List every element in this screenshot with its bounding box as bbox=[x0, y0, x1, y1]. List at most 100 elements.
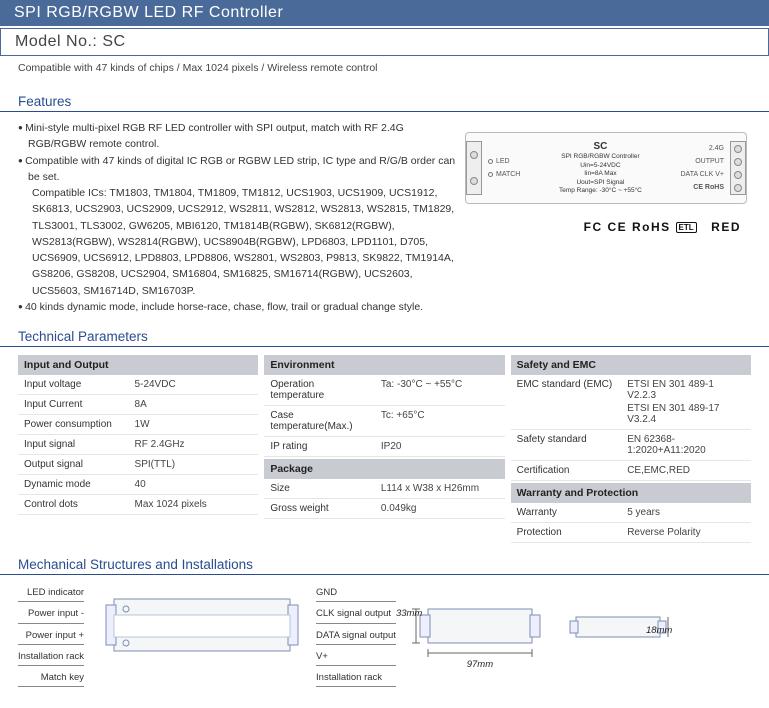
features-wrap: Mini-style multi-pixel RGB RF LED contro… bbox=[0, 112, 769, 319]
row-key: IP rating bbox=[264, 437, 375, 456]
feature-item: Compatible with 47 kinds of digital IC R… bbox=[18, 153, 461, 186]
row-key: Case temperature(Max.) bbox=[264, 406, 375, 436]
safe-header: Safety and EMC bbox=[511, 355, 751, 375]
title-bar: SPI RGB/RGBW LED RF Controller bbox=[0, 0, 769, 26]
row-val: 40 bbox=[129, 475, 259, 494]
features-list: Mini-style multi-pixel RGB RF LED contro… bbox=[18, 120, 461, 315]
row-val: Ta: -30°C ~ +55°C bbox=[375, 375, 505, 405]
table-row: Input Current8A bbox=[18, 395, 258, 415]
device-body: LED MATCH SC SPI RGB/RGBW Controller Uin… bbox=[482, 140, 730, 195]
table-row: Dynamic mode40 bbox=[18, 475, 258, 495]
tech-tables: Input and Output Input voltage5-24VDCInp… bbox=[0, 347, 769, 547]
env-header: Environment bbox=[264, 355, 504, 375]
mech-label: CLK signal output bbox=[316, 606, 396, 623]
cert-badges: FC CE RoHS ETL RED bbox=[461, 216, 751, 234]
mech-label: Match key bbox=[18, 670, 84, 687]
row-key: Warranty bbox=[511, 503, 622, 522]
device-drawing: LED MATCH SC SPI RGB/RGBW Controller Uin… bbox=[465, 132, 747, 204]
row-val: 8A bbox=[129, 395, 259, 414]
device-center: SC SPI RGB/RGBW Controller Uin=5-24VDC I… bbox=[559, 140, 642, 195]
mech-diagrams: LED indicatorPower input -Power input +I… bbox=[0, 575, 769, 695]
cert-ce: CE bbox=[608, 220, 628, 234]
mech-label: GND bbox=[316, 585, 396, 602]
mech-drawing-top: 97mm 33mm bbox=[410, 585, 550, 681]
row-key: Power consumption bbox=[18, 415, 129, 434]
warr-header: Warranty and Protection bbox=[511, 483, 751, 503]
row-val: 5 years bbox=[621, 503, 751, 522]
table-row: SizeL114 x W38 x H26mm bbox=[264, 479, 504, 499]
led-label: LED bbox=[496, 158, 510, 165]
row-key: Protection bbox=[511, 523, 622, 542]
table-row: Case temperature(Max.)Tc: +65°C bbox=[264, 406, 504, 437]
pkg-header: Package bbox=[264, 459, 504, 479]
row-key: EMC standard (EMC) bbox=[511, 375, 622, 429]
row-val: Max 1024 pixels bbox=[129, 495, 259, 514]
device-left-labels: LED MATCH bbox=[488, 158, 520, 178]
device-sub: SPI RGB/RGBW Controller bbox=[559, 153, 642, 161]
row-val: SPI(TTL) bbox=[129, 455, 259, 474]
mech-label: Power input - bbox=[18, 606, 84, 623]
row-key: Safety standard bbox=[511, 430, 622, 460]
table-row: ProtectionReverse Polarity bbox=[511, 523, 751, 543]
row-key: Input voltage bbox=[18, 375, 129, 394]
table-row: Warranty5 years bbox=[511, 503, 751, 523]
screw-icon bbox=[734, 145, 742, 153]
screw-icon bbox=[470, 151, 478, 159]
mech-drawing-main bbox=[102, 585, 302, 673]
pins-label: DATA CLK V+ bbox=[680, 171, 724, 178]
table-row: EMC standard (EMC) ETSI EN 301 489-1 V2.… bbox=[511, 375, 751, 430]
row-val: ETSI EN 301 489-1 V2.2.3 bbox=[627, 379, 745, 401]
tagline: Compatible with 47 kinds of chips / Max … bbox=[0, 56, 769, 84]
device-spec: Uin=5-24VDC bbox=[559, 162, 642, 170]
mech-label: V+ bbox=[316, 649, 396, 666]
row-key: Certification bbox=[511, 461, 622, 480]
table-row: Safety standardEN 62368-1:2020+A11:2020 bbox=[511, 430, 751, 461]
row-val: L114 x W38 x H26mm bbox=[375, 479, 505, 498]
rf-label: 2.4G bbox=[680, 145, 724, 152]
row-val: EN 62368-1:2020+A11:2020 bbox=[621, 430, 751, 460]
table-row: Input signalRF 2.4GHz bbox=[18, 435, 258, 455]
table-row: Power consumption1W bbox=[18, 415, 258, 435]
row-val: 1W bbox=[129, 415, 259, 434]
mech-right-labels: GND CLK signal output DATA signal output V+… bbox=[316, 585, 396, 691]
output-label: OUTPUT bbox=[680, 158, 724, 165]
io-header: Input and Output bbox=[18, 355, 258, 375]
feature-item: Mini-style multi-pixel RGB RF LED contro… bbox=[18, 120, 461, 153]
row-val: Tc: +65°C bbox=[375, 406, 505, 436]
screw-icon bbox=[734, 171, 742, 179]
cert-rohs: RoHS bbox=[632, 220, 671, 234]
row-key: Output signal bbox=[18, 455, 129, 474]
row-key: Input Current bbox=[18, 395, 129, 414]
tech-safe-col: Safety and EMC EMC standard (EMC) ETSI E… bbox=[511, 355, 751, 543]
screw-icon bbox=[734, 184, 742, 192]
mech-label: DATA signal output bbox=[316, 628, 396, 645]
mech-label: LED indicator bbox=[18, 585, 84, 602]
cert-red: RED bbox=[711, 220, 741, 234]
row-val: IP20 bbox=[375, 437, 505, 456]
device-name: SC bbox=[559, 140, 642, 153]
mech-drawing-side: 18mm bbox=[564, 585, 674, 684]
row-val: Reverse Polarity bbox=[621, 523, 751, 542]
screw-icon bbox=[734, 158, 742, 166]
cert-etl: ETL bbox=[676, 222, 697, 233]
tech-heading: Technical Parameters bbox=[0, 325, 769, 347]
features-heading: Features bbox=[0, 90, 769, 112]
row-key: Input signal bbox=[18, 435, 129, 454]
table-row: Control dotsMax 1024 pixels bbox=[18, 495, 258, 515]
table-row: CertificationCE,EMC,RED bbox=[511, 461, 751, 481]
screw-icon bbox=[470, 177, 478, 185]
device-spec: Iin=8A Max bbox=[559, 170, 642, 178]
mech-label: Installation rack bbox=[18, 649, 84, 666]
row-key: Gross weight bbox=[264, 499, 375, 518]
mech-label: Installation rack bbox=[316, 670, 396, 687]
device-right-labels: 2.4G OUTPUT DATA CLK V+ CE RoHS bbox=[680, 145, 724, 191]
row-val: 5-24VDC bbox=[129, 375, 259, 394]
row-val: 0.049kg bbox=[375, 499, 505, 518]
row-key: Control dots bbox=[18, 495, 129, 514]
tech-env-col: Environment Operation temperatureTa: -30… bbox=[264, 355, 504, 543]
table-row: Output signalSPI(TTL) bbox=[18, 455, 258, 475]
feature-item: 40 kinds dynamic mode, include horse-rac… bbox=[18, 299, 461, 315]
dim-depth: 18mm bbox=[646, 625, 756, 636]
device-spec: Uout=SPI Signal bbox=[559, 179, 642, 187]
table-row: Gross weight0.049kg bbox=[264, 499, 504, 519]
